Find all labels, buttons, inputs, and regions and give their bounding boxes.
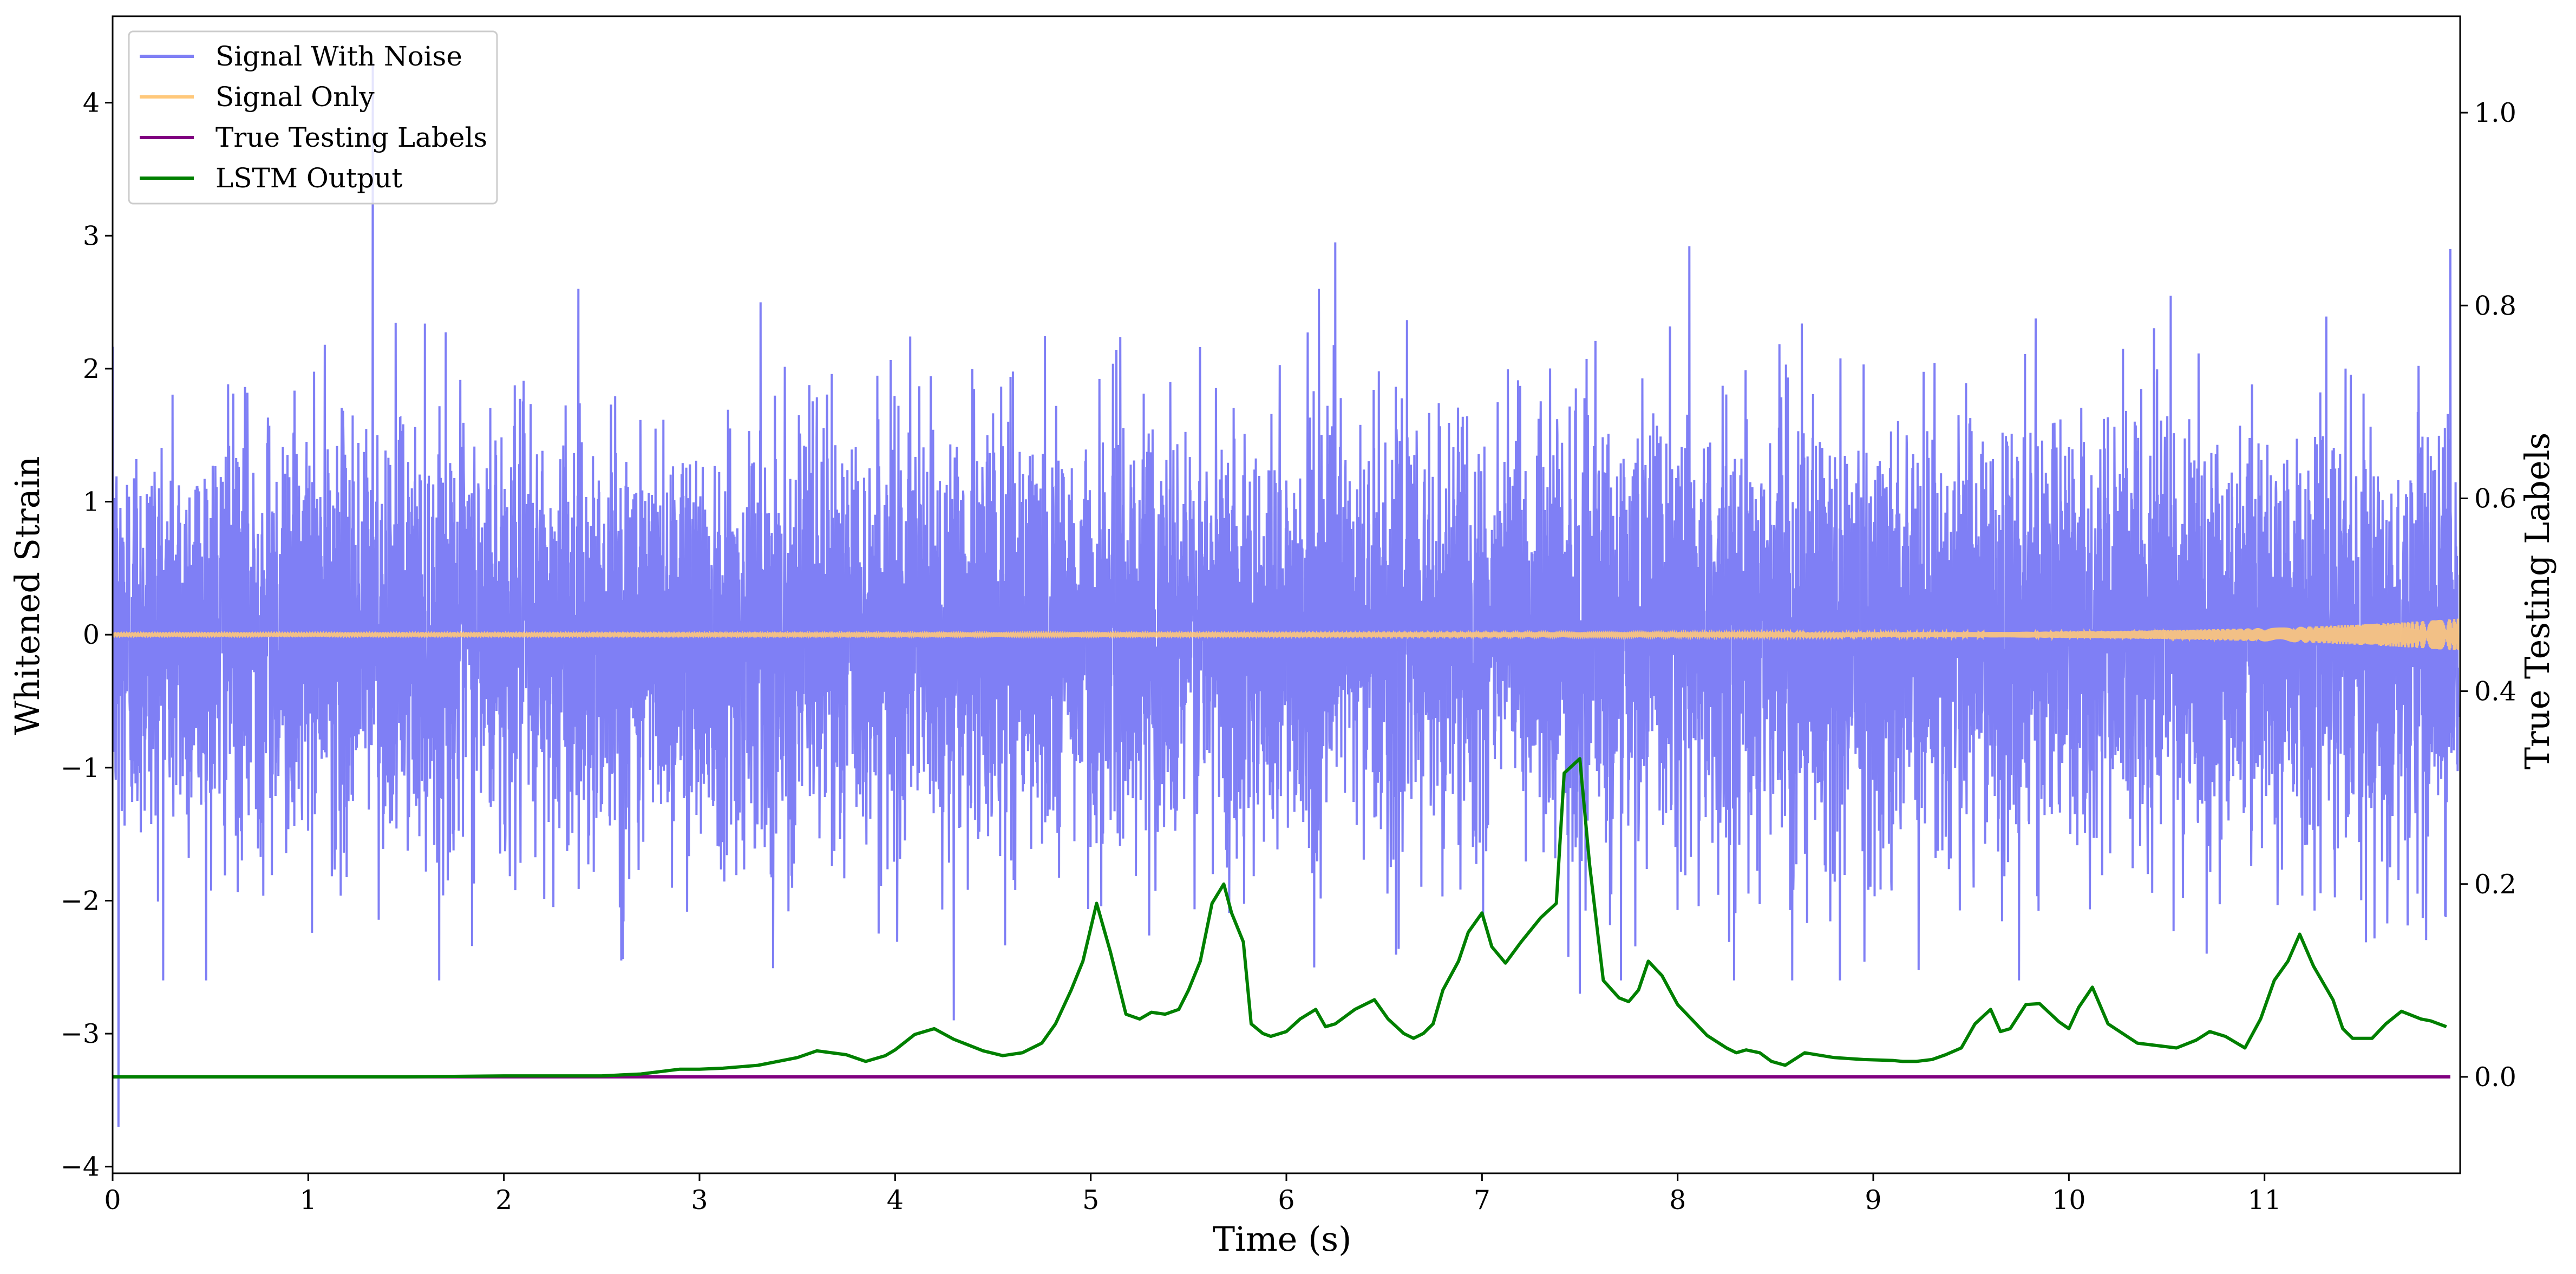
x-tick-label: 11 xyxy=(2247,1185,2281,1216)
signal-only-line xyxy=(113,618,2460,650)
x-tick-label: 7 xyxy=(1474,1185,1490,1216)
y-right-tick-label: 1.0 xyxy=(2474,97,2516,128)
y-right-tick-label: 0.6 xyxy=(2474,483,2516,514)
y-tick-label: 1 xyxy=(83,487,100,518)
x-tick-label: 2 xyxy=(495,1185,512,1216)
y-tick-label: −2 xyxy=(61,885,100,916)
lstm-output-series xyxy=(113,757,2447,1079)
legend-entry-label: True Testing Labels xyxy=(215,122,487,153)
x-tick-label: 5 xyxy=(1082,1185,1099,1216)
x-tick-label: 6 xyxy=(1278,1185,1294,1216)
x-tick-label: 10 xyxy=(2052,1185,2085,1216)
legend-entry-label: LSTM Output xyxy=(215,162,402,194)
y-axis-right-ticks: 0.0 0.2 0.4 0.6 0.8 1.0 xyxy=(2460,97,2516,1093)
y-tick-label: −3 xyxy=(61,1018,100,1049)
legend-entry-label: Signal Only xyxy=(215,81,375,113)
y-tick-label: 2 xyxy=(83,354,100,384)
x-tick-label: 3 xyxy=(691,1185,708,1216)
legend-entry-label: Signal With Noise xyxy=(215,41,462,72)
signal-with-noise-line xyxy=(113,62,2460,1127)
y-right-tick-label: 0.8 xyxy=(2474,290,2516,321)
lstm-output-line xyxy=(113,757,2447,1079)
y-right-tick-label: 0.2 xyxy=(2474,869,2516,900)
y-axis-ticks: −4 −3 −2 −1 0 1 2 3 4 xyxy=(61,88,113,1182)
y-tick-label: −4 xyxy=(61,1152,100,1182)
signal-with-noise-series xyxy=(113,62,2460,1127)
x-tick-label: 0 xyxy=(104,1185,121,1216)
y-right-tick-label: 0.4 xyxy=(2474,676,2516,707)
y-tick-label: 3 xyxy=(83,220,100,251)
y-right-tick-label: 0.0 xyxy=(2474,1062,2516,1093)
x-axis-label: Time (s) xyxy=(1213,1219,1352,1259)
y-tick-label: 4 xyxy=(83,88,100,119)
y-tick-label: −1 xyxy=(61,753,100,783)
x-tick-label: 4 xyxy=(887,1185,904,1216)
y-tick-label: 0 xyxy=(83,619,100,650)
x-tick-label: 8 xyxy=(1669,1185,1686,1216)
y-axis-label: Whitened Strain xyxy=(8,456,47,735)
signal-only-series xyxy=(113,618,2460,650)
x-axis-ticks: 0 1 2 3 4 5 6 7 8 9 10 11 xyxy=(104,1173,2281,1216)
legend-box xyxy=(128,30,498,205)
y-axis-right-label: True Testing Labels xyxy=(2518,433,2557,770)
x-tick-label: 1 xyxy=(300,1185,317,1216)
x-tick-label: 9 xyxy=(1865,1185,1881,1216)
legend: Signal With Noise Signal Only True Testing… xyxy=(128,30,498,205)
